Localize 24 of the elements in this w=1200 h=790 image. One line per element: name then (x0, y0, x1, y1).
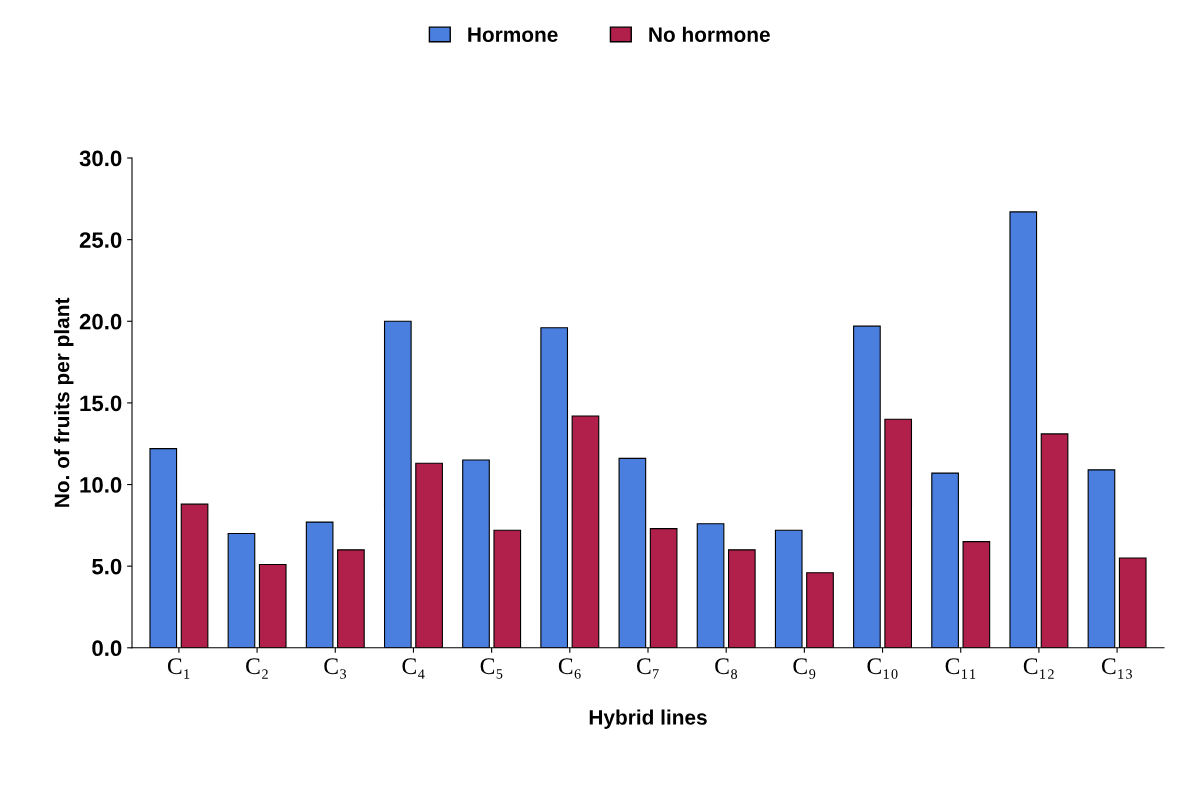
y-axis-title: No. of fruits per plant (54, 297, 74, 507)
x-tick-label: C₁₀ (867, 658, 898, 679)
x-tick-label: C₃ (324, 658, 347, 679)
x-axis-title: Hybrid lines (589, 709, 707, 729)
x-tick-label: C₁₃ (1101, 658, 1133, 679)
legend-label: Hormone (468, 27, 558, 42)
x-tick-label: C₁₁ (945, 658, 976, 679)
x-tick-label: C₉ (793, 658, 816, 679)
y-tick-label: 30.0 (79, 150, 122, 167)
x-tick-label: C₇ (636, 658, 659, 679)
y-tick-label: 5.0 (92, 558, 122, 575)
x-tick-label: C₁₂ (1023, 658, 1054, 679)
legend-label: No hormone (649, 26, 770, 42)
x-tick-label: C₁ (167, 658, 190, 679)
y-tick-label: 0.0 (92, 640, 122, 657)
x-tick-label: C₄ (402, 658, 425, 679)
x-tick-label: C₅ (480, 658, 503, 679)
x-tick-label: C₈ (715, 658, 738, 679)
x-tick-label: C₂ (246, 658, 268, 679)
y-tick-label: 25.0 (79, 232, 122, 248)
x-tick-label: C₆ (558, 658, 581, 679)
y-tick-label: 20.0 (79, 313, 122, 330)
y-tick-label: 10.0 (80, 477, 122, 493)
y-tick-label: 15.0 (80, 395, 122, 412)
